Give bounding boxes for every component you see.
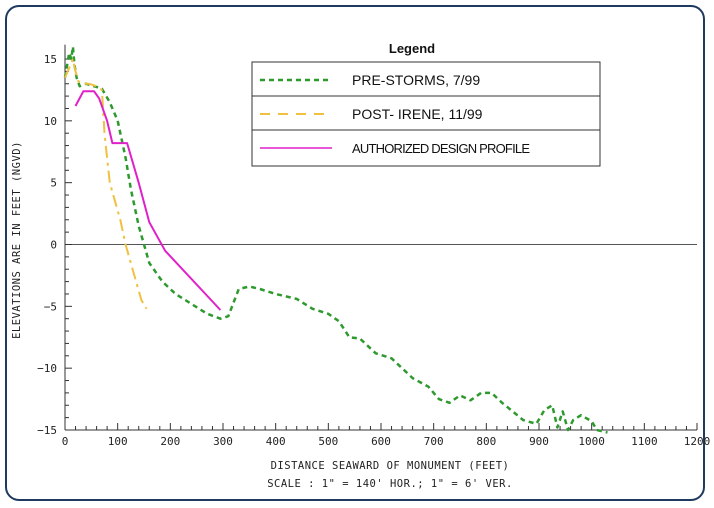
x-tick-label: 700 (424, 435, 444, 448)
y-tick-label: −10 (37, 362, 57, 375)
x-tick-label: 100 (108, 435, 128, 448)
legend: Legend PRE-STORMS, 7/99 POST- IRENE, 11/… (251, 41, 601, 167)
x-axis-title: DISTANCE SEAWARD OF MONUMENT (FEET) (271, 460, 510, 472)
x-tick-label: 600 (371, 435, 391, 448)
x-tick-label: 1200 (684, 435, 711, 448)
x-axis-subtitle: SCALE : 1" = 140' HOR.; 1" = 6' VER. (267, 478, 513, 490)
legend-label-pre-storms: PRE-STORMS, 7/99 (352, 72, 480, 88)
x-tick-label: 1000 (578, 435, 605, 448)
y-tick-label: 10 (44, 115, 57, 128)
x-tick-label: 500 (318, 435, 338, 448)
legend-label-post-irene: POST- IRENE, 11/99 (352, 106, 483, 122)
x-tick-label: 300 (213, 435, 233, 448)
y-tick-label: 0 (50, 239, 57, 252)
x-tick-label: 200 (160, 435, 180, 448)
series-line-0 (63, 45, 608, 434)
x-tick-label: 400 (266, 435, 286, 448)
y-tick-label: 15 (44, 53, 57, 66)
x-tick-label: 900 (529, 435, 549, 448)
tick-layer: 15 10 5 0 −5 −10 −15 0 100 200 300 400 500 600 700 800 9… (37, 44, 711, 448)
x-tick-label: 0 (62, 435, 69, 448)
legend-label-authorized: AUTHORIZED DESIGN PROFILE (352, 141, 530, 156)
series-line-2 (74, 90, 222, 311)
x-tick-label: 800 (476, 435, 496, 448)
legend-title: Legend (389, 41, 435, 56)
y-tick-label: 5 (50, 177, 57, 190)
x-tick-label: 1100 (631, 435, 658, 448)
series-layer (63, 45, 608, 434)
y-tick-label: −15 (37, 424, 57, 437)
series-line-1 (64, 58, 148, 310)
y-axis-title: ELEVATIONS ARE IN FEET (NGVD) (11, 141, 23, 339)
y-tick-label: −5 (44, 300, 57, 313)
